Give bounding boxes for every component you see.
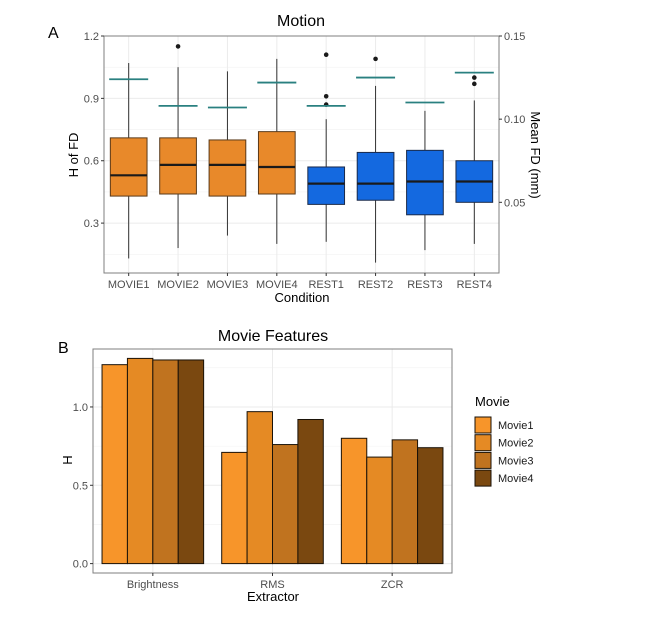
bar-movie4-rms xyxy=(297,418,324,565)
axis-ticks: 0.0 0.5 1.0 Brightness RMS ZCR xyxy=(73,402,404,591)
y-tick-label: 1.2 xyxy=(84,31,99,43)
x-tick-label: MOVIE1 xyxy=(108,279,150,291)
bar-movie1-rms xyxy=(221,451,248,565)
y2-tick-label: 0.15 xyxy=(504,31,525,43)
panel-label-a: A xyxy=(48,25,59,42)
box-movie1 xyxy=(109,63,149,259)
x-tick-label: REST4 xyxy=(457,279,492,291)
bar-movie4-zcr xyxy=(417,447,444,565)
x-tick-label: REST1 xyxy=(308,279,343,291)
legend-title: Movie xyxy=(475,394,510,409)
x-tick-label: REST3 xyxy=(407,279,442,291)
y-tick-label: 0.9 xyxy=(84,93,99,105)
bar-movie2-brightness xyxy=(126,357,154,565)
box-iqr xyxy=(109,137,148,197)
y-tick-label: 0.3 xyxy=(84,218,99,230)
panel-border xyxy=(103,35,500,274)
box-rest2 xyxy=(356,56,396,263)
bar-movie3-zcr xyxy=(391,439,419,565)
x-tick-label: ZCR xyxy=(381,579,404,591)
legend-label: Movie2 xyxy=(498,438,533,450)
box-movie3 xyxy=(207,71,247,236)
x-tick-label: MOVIE4 xyxy=(256,279,298,291)
bar-movie2-zcr xyxy=(366,456,393,565)
chart-title: Movie Features xyxy=(218,328,328,345)
bar-movie4-brightness xyxy=(177,359,205,565)
box-iqr xyxy=(356,151,395,201)
bar-movie1-brightness xyxy=(101,364,128,565)
box-rest3 xyxy=(405,101,445,251)
boxes xyxy=(109,44,494,263)
legend-label: Movie1 xyxy=(498,420,533,432)
y2-axis-title: Mean FD (mm) xyxy=(528,111,543,198)
outlier-point xyxy=(472,75,477,80)
box-rest4 xyxy=(454,71,494,244)
x-tick-label: REST2 xyxy=(358,279,393,291)
movie-features-chart: B Movie Features 0.0 0.5 1.0 Brightness RMS Z… xyxy=(58,328,533,604)
legend-label: Movie4 xyxy=(498,473,533,485)
x-tick-label: MOVIE2 xyxy=(157,279,199,291)
box-iqr xyxy=(208,139,247,197)
bar-movie2-rms xyxy=(246,411,274,565)
box-rest1 xyxy=(306,52,346,242)
y-axis-title: H xyxy=(60,455,75,464)
x-axis-title: Condition xyxy=(275,290,330,305)
outlier-point xyxy=(373,56,378,62)
y2-tick-label: 0.05 xyxy=(504,197,525,209)
legend-key-movie2 xyxy=(474,434,492,452)
x-tick-label: MOVIE3 xyxy=(207,279,249,291)
y-tick-label: 0.0 xyxy=(73,559,88,571)
outlier-point xyxy=(472,81,477,87)
y-tick-label: 0.6 xyxy=(84,156,99,168)
motion-chart: A Motion 0.3 0.6 0.9 1.2 0.05 0.10 0.15 MOVIE1 M… xyxy=(48,13,543,305)
legend-key-movie4 xyxy=(474,469,492,487)
bars xyxy=(101,357,444,565)
x-tick-label: RMS xyxy=(260,579,284,591)
box-iqr xyxy=(307,166,346,205)
y2-tick-label: 0.10 xyxy=(504,114,525,126)
legend-key-movie1 xyxy=(474,416,492,434)
y-axis-title: H of FD xyxy=(66,133,81,178)
bar-movie3-brightness xyxy=(152,359,179,565)
panel-label-b: B xyxy=(58,340,69,357)
outlier-point xyxy=(323,93,329,99)
y-tick-label: 0.5 xyxy=(73,480,88,492)
bar-movie3-rms xyxy=(272,444,299,565)
x-axis-title: Extractor xyxy=(247,589,300,604)
box-iqr xyxy=(257,131,296,195)
outlier-point xyxy=(175,44,181,49)
y-tick-label: 1.0 xyxy=(73,402,88,414)
box-movie4 xyxy=(257,58,297,244)
box-movie2 xyxy=(158,44,198,249)
legend: Movie Movie1 Movie2 Movie3 Movie4 xyxy=(474,394,533,487)
axis-ticks: 0.3 0.6 0.9 1.2 0.05 0.10 0.15 MOVIE1 MOVIE2 MOVI… xyxy=(84,31,526,291)
x-tick-label: Brightness xyxy=(127,579,179,591)
chart-title: Motion xyxy=(277,13,325,30)
legend-key-movie3 xyxy=(474,451,492,469)
legend-label: Movie3 xyxy=(498,455,533,467)
outlier-point xyxy=(323,52,329,58)
bar-movie1-zcr xyxy=(340,437,368,565)
